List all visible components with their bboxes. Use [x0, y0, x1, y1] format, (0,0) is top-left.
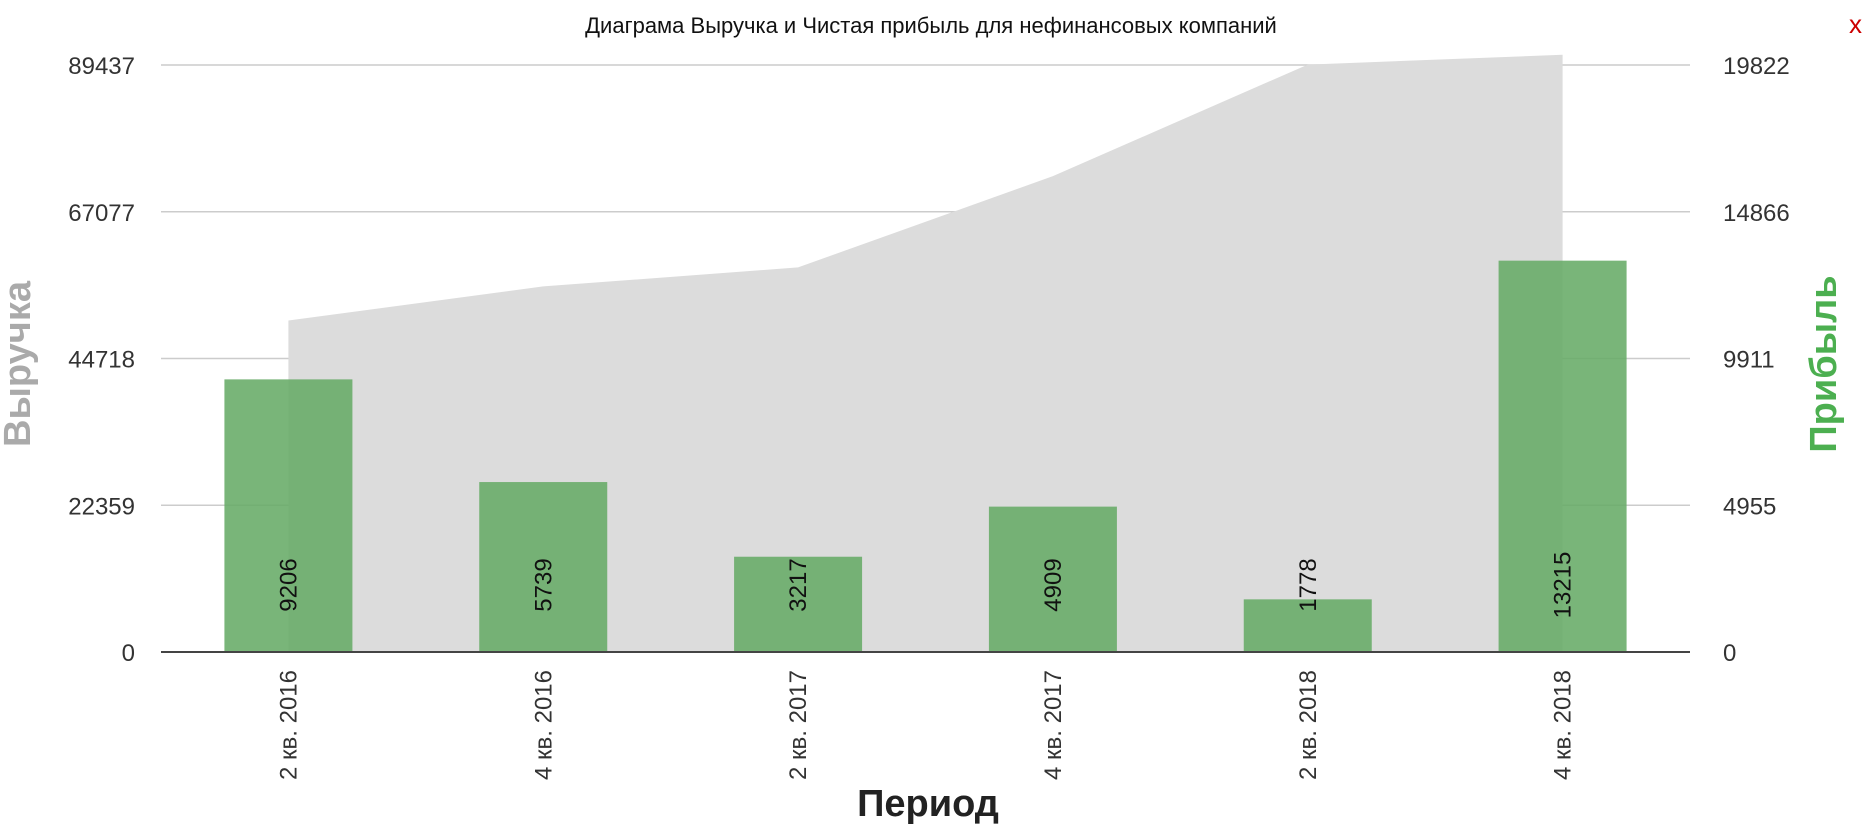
left-tick-label: 44718	[68, 347, 135, 374]
chart-title: Диаграма Выручка и Чистая прибыль для не…	[585, 13, 1277, 38]
right-tick-label: 9911	[1723, 347, 1775, 374]
x-tick-label: 4 кв. 2017	[1040, 670, 1067, 780]
y-axis-left-label: Выручка	[0, 280, 39, 447]
y-axis-right-label: Прибыль	[1803, 275, 1845, 452]
bar-value-label: 1778	[1295, 558, 1322, 611]
close-icon[interactable]: x	[1849, 9, 1862, 39]
bar-value-label: 5739	[530, 558, 557, 611]
left-tick-label: 89437	[68, 53, 135, 80]
x-axis-label: Период	[857, 783, 999, 824]
right-tick-label: 0	[1723, 640, 1736, 667]
profit-bar	[224, 379, 353, 652]
profit-bar	[988, 506, 1117, 652]
bar-value-label: 13215	[1550, 552, 1577, 619]
profit-bar	[734, 556, 863, 652]
x-tick-label: 2 кв. 2018	[1295, 670, 1322, 780]
profit-bar	[479, 482, 608, 652]
bar-value-label: 9206	[275, 558, 302, 611]
bar-value-labels: 9206 5739 3217 4909 1778 13215	[275, 552, 1576, 619]
x-tick-label: 2 кв. 2017	[785, 670, 812, 780]
profit-bar-series	[224, 260, 1627, 652]
bar-value-label: 3217	[785, 558, 812, 611]
right-axis-ticks: 0 4955 9911 14866 19822	[1723, 53, 1790, 667]
x-axis-ticks: 2 кв. 2016 4 кв. 2016 2 кв. 2017 4 кв. 2017…	[275, 670, 1576, 780]
right-tick-label: 19822	[1723, 53, 1790, 80]
left-tick-label: 67077	[68, 200, 135, 227]
profit-bar	[1243, 599, 1372, 652]
bar-value-label: 4909	[1040, 558, 1067, 611]
left-axis-ticks: 0 22359 44718 67077 89437	[68, 53, 135, 667]
x-tick-label: 4 кв. 2018	[1550, 670, 1577, 780]
left-tick-label: 22359	[68, 493, 135, 520]
x-tick-label: 4 кв. 2016	[530, 670, 557, 780]
x-tick-label: 2 кв. 2016	[275, 670, 302, 780]
left-tick-label: 0	[122, 640, 135, 667]
right-tick-label: 4955	[1723, 493, 1776, 520]
right-tick-label: 14866	[1723, 200, 1790, 227]
profit-bar	[1498, 260, 1627, 652]
